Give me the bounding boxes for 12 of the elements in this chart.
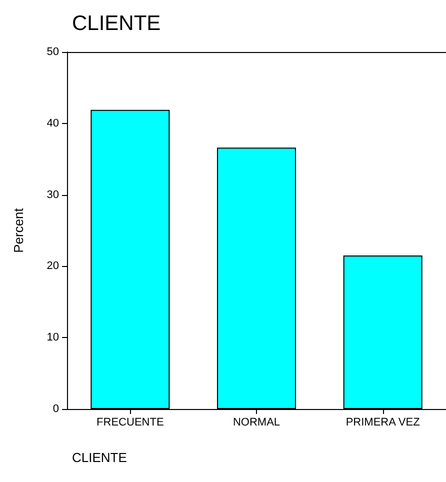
y-tick-label: 50 [46,46,59,58]
chart-title: CLIENTE [72,12,161,35]
x-tick-label: NORMAL [232,416,280,428]
x-tick-label: PRIMERA VEZ [346,416,420,428]
y-axis-title: Percent [11,208,26,253]
y-tick-label: 40 [46,117,59,130]
y-tick-label: 20 [46,260,59,272]
y-tick-label: 10 [46,332,59,344]
y-tick-label: 0 [52,403,59,415]
x-tick-label: FRECUENTE [96,416,164,428]
x-axis-title: CLIENTE [72,450,128,465]
y-tick-label: 30 [46,188,59,201]
